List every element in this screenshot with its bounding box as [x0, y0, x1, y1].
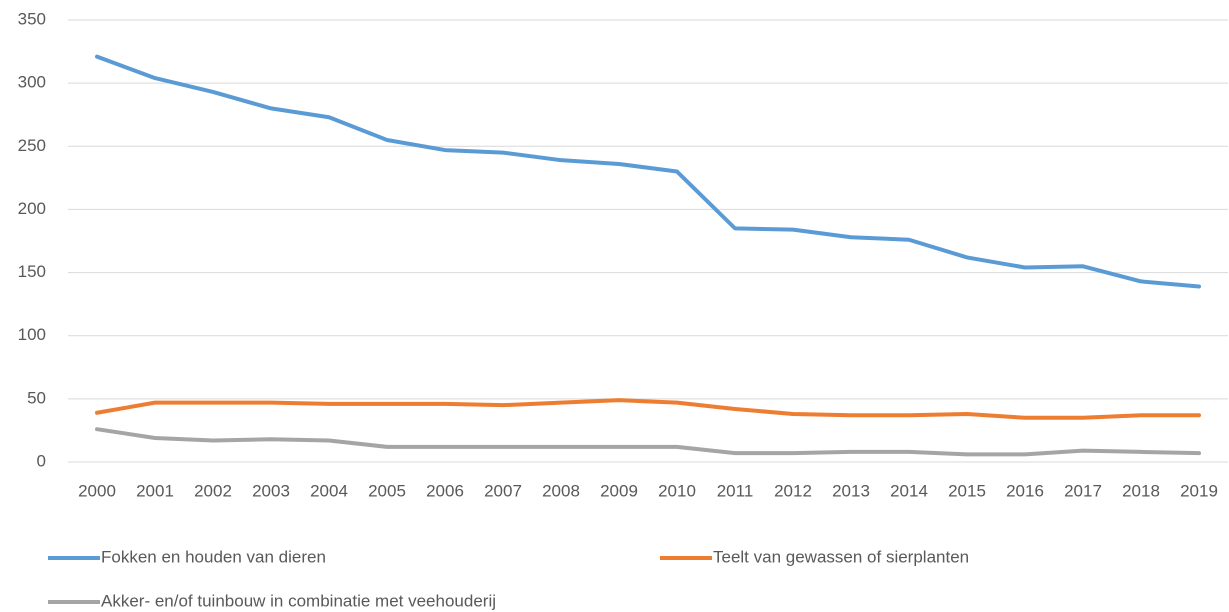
y-tick-label: 200 — [18, 199, 46, 218]
x-tick-label: 2011 — [717, 481, 754, 500]
y-tick-label: 150 — [18, 262, 46, 281]
y-tick-label: 50 — [27, 388, 46, 407]
x-tick-label: 2015 — [948, 481, 986, 500]
x-tick-label: 2008 — [542, 481, 580, 500]
x-tick-label: 2003 — [252, 481, 290, 500]
x-tick-label: 2014 — [890, 481, 928, 500]
y-tick-label: 350 — [18, 9, 46, 28]
x-tick-label: 2005 — [368, 481, 406, 500]
x-tick-label: 2016 — [1006, 481, 1044, 500]
x-tick-label: 2017 — [1064, 481, 1102, 500]
y-tick-label: 300 — [18, 73, 46, 92]
legend-label: Akker- en/of tuinbouw in combinatie met … — [101, 591, 496, 610]
y-tick-label: 0 — [37, 451, 46, 470]
y-tick-label: 100 — [18, 325, 46, 344]
x-tick-label: 2018 — [1122, 481, 1160, 500]
x-tick-label: 2002 — [194, 481, 232, 500]
x-tick-label: 2000 — [78, 481, 116, 500]
x-tick-label: 2013 — [832, 481, 870, 500]
legend-label: Fokken en houden van dieren — [101, 547, 326, 566]
x-tick-label: 2012 — [774, 481, 812, 500]
y-tick-label: 250 — [18, 136, 46, 155]
x-tick-label: 2010 — [658, 481, 696, 500]
x-tick-label: 2004 — [310, 481, 348, 500]
x-tick-label: 2001 — [136, 481, 174, 500]
series-line — [95, 427, 1201, 457]
x-tick-label: 2019 — [1180, 481, 1218, 500]
x-tick-label: 2009 — [600, 481, 638, 500]
x-tick-label: 2007 — [484, 481, 522, 500]
x-tick-label: 2006 — [426, 481, 464, 500]
series-line — [95, 398, 1201, 420]
legend-label: Teelt van gewassen of sierplanten — [713, 547, 969, 566]
series-line — [95, 54, 1201, 289]
